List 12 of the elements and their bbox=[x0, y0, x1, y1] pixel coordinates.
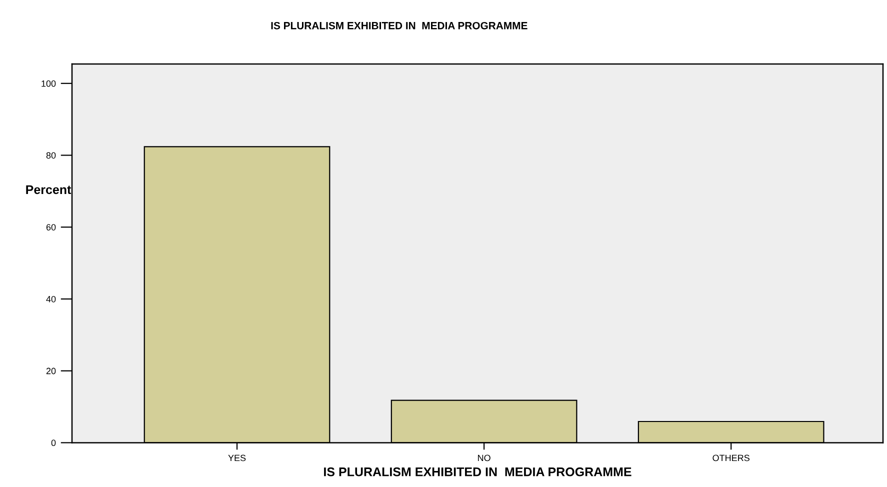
chart-title: IS PLURALISM EXHIBITED IN MEDIA PROGRAMME bbox=[271, 22, 528, 30]
y-tick-label: 80 bbox=[46, 152, 56, 159]
x-tick-label: NO bbox=[478, 454, 490, 462]
x-tick-label: OTHERS bbox=[712, 454, 750, 462]
y-tick-label: 20 bbox=[46, 368, 56, 374]
x-tick-label: YES bbox=[228, 454, 246, 462]
y-axis-title: Percent bbox=[26, 185, 72, 194]
y-tick-label: 40 bbox=[46, 296, 56, 302]
y-tick-label: 60 bbox=[46, 224, 56, 230]
y-tick-label: 0 bbox=[51, 440, 56, 446]
x-axis-title: IS PLURALISM EXHIBITED IN MEDIA PROGRAMME bbox=[324, 467, 632, 476]
y-tick-label: 100 bbox=[42, 80, 56, 87]
